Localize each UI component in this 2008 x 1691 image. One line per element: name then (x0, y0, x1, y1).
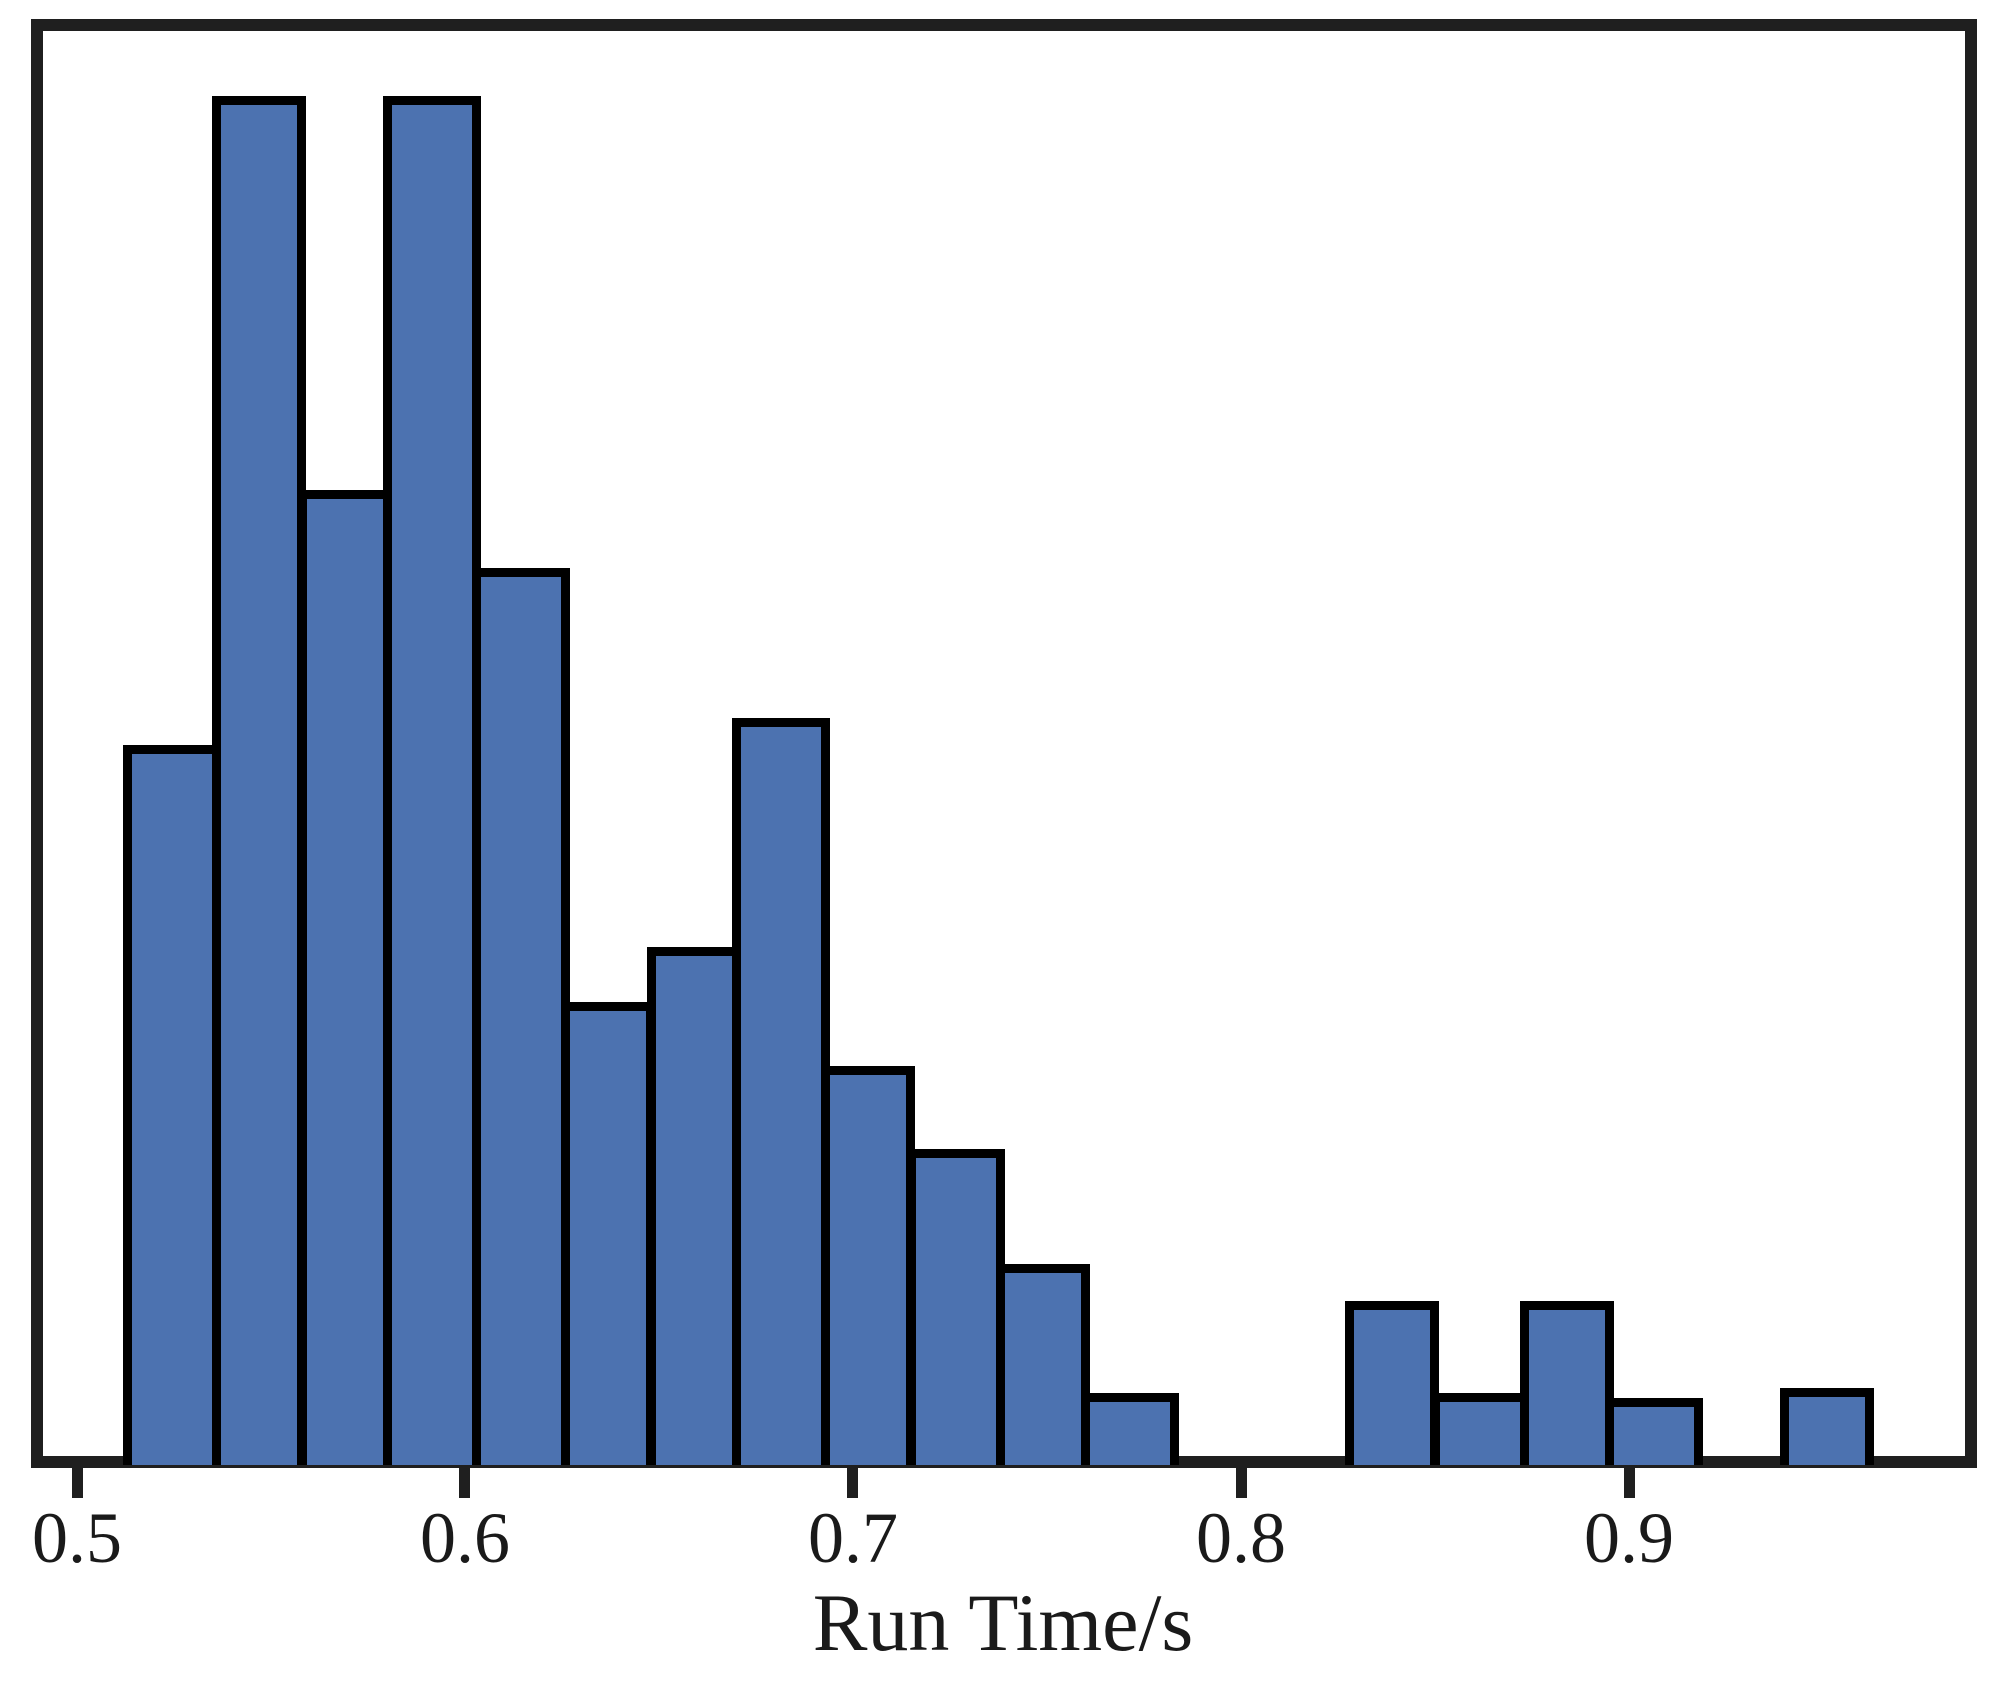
x-axis-tick (1236, 1468, 1247, 1498)
x-axis-tick-label: 0.7 (808, 1498, 898, 1578)
x-axis-tick (459, 1468, 470, 1498)
histogram-bar (907, 1149, 1005, 1465)
histogram-bar (732, 718, 830, 1465)
histogram-bar (996, 1264, 1090, 1465)
histogram-bar (1081, 1393, 1179, 1465)
histogram-bar (647, 947, 741, 1465)
histogram-bar (1520, 1301, 1614, 1465)
histogram-bar (123, 745, 221, 1465)
histogram-bar (561, 1002, 655, 1465)
histogram-bar (472, 568, 570, 1465)
x-axis-tick-label: 0.9 (1584, 1498, 1674, 1578)
histogram-bar (1431, 1393, 1529, 1465)
x-axis-tick (72, 1468, 83, 1498)
x-axis-tick-label: 0.5 (32, 1498, 122, 1578)
x-axis-label: Run Time/s (812, 1577, 1194, 1668)
x-axis-tick (1624, 1468, 1635, 1498)
histogram-bar (821, 1066, 915, 1465)
histogram-bar (298, 490, 392, 1465)
x-axis-tick (847, 1468, 858, 1498)
x-axis-tick-label: 0.6 (420, 1498, 510, 1578)
x-axis-tick-label: 0.8 (1196, 1498, 1286, 1578)
histogram-bar (1345, 1301, 1439, 1465)
histogram-bar (1605, 1398, 1703, 1465)
histogram-bar (1780, 1388, 1874, 1465)
histogram-bar (383, 96, 481, 1465)
histogram-bar (212, 96, 306, 1465)
